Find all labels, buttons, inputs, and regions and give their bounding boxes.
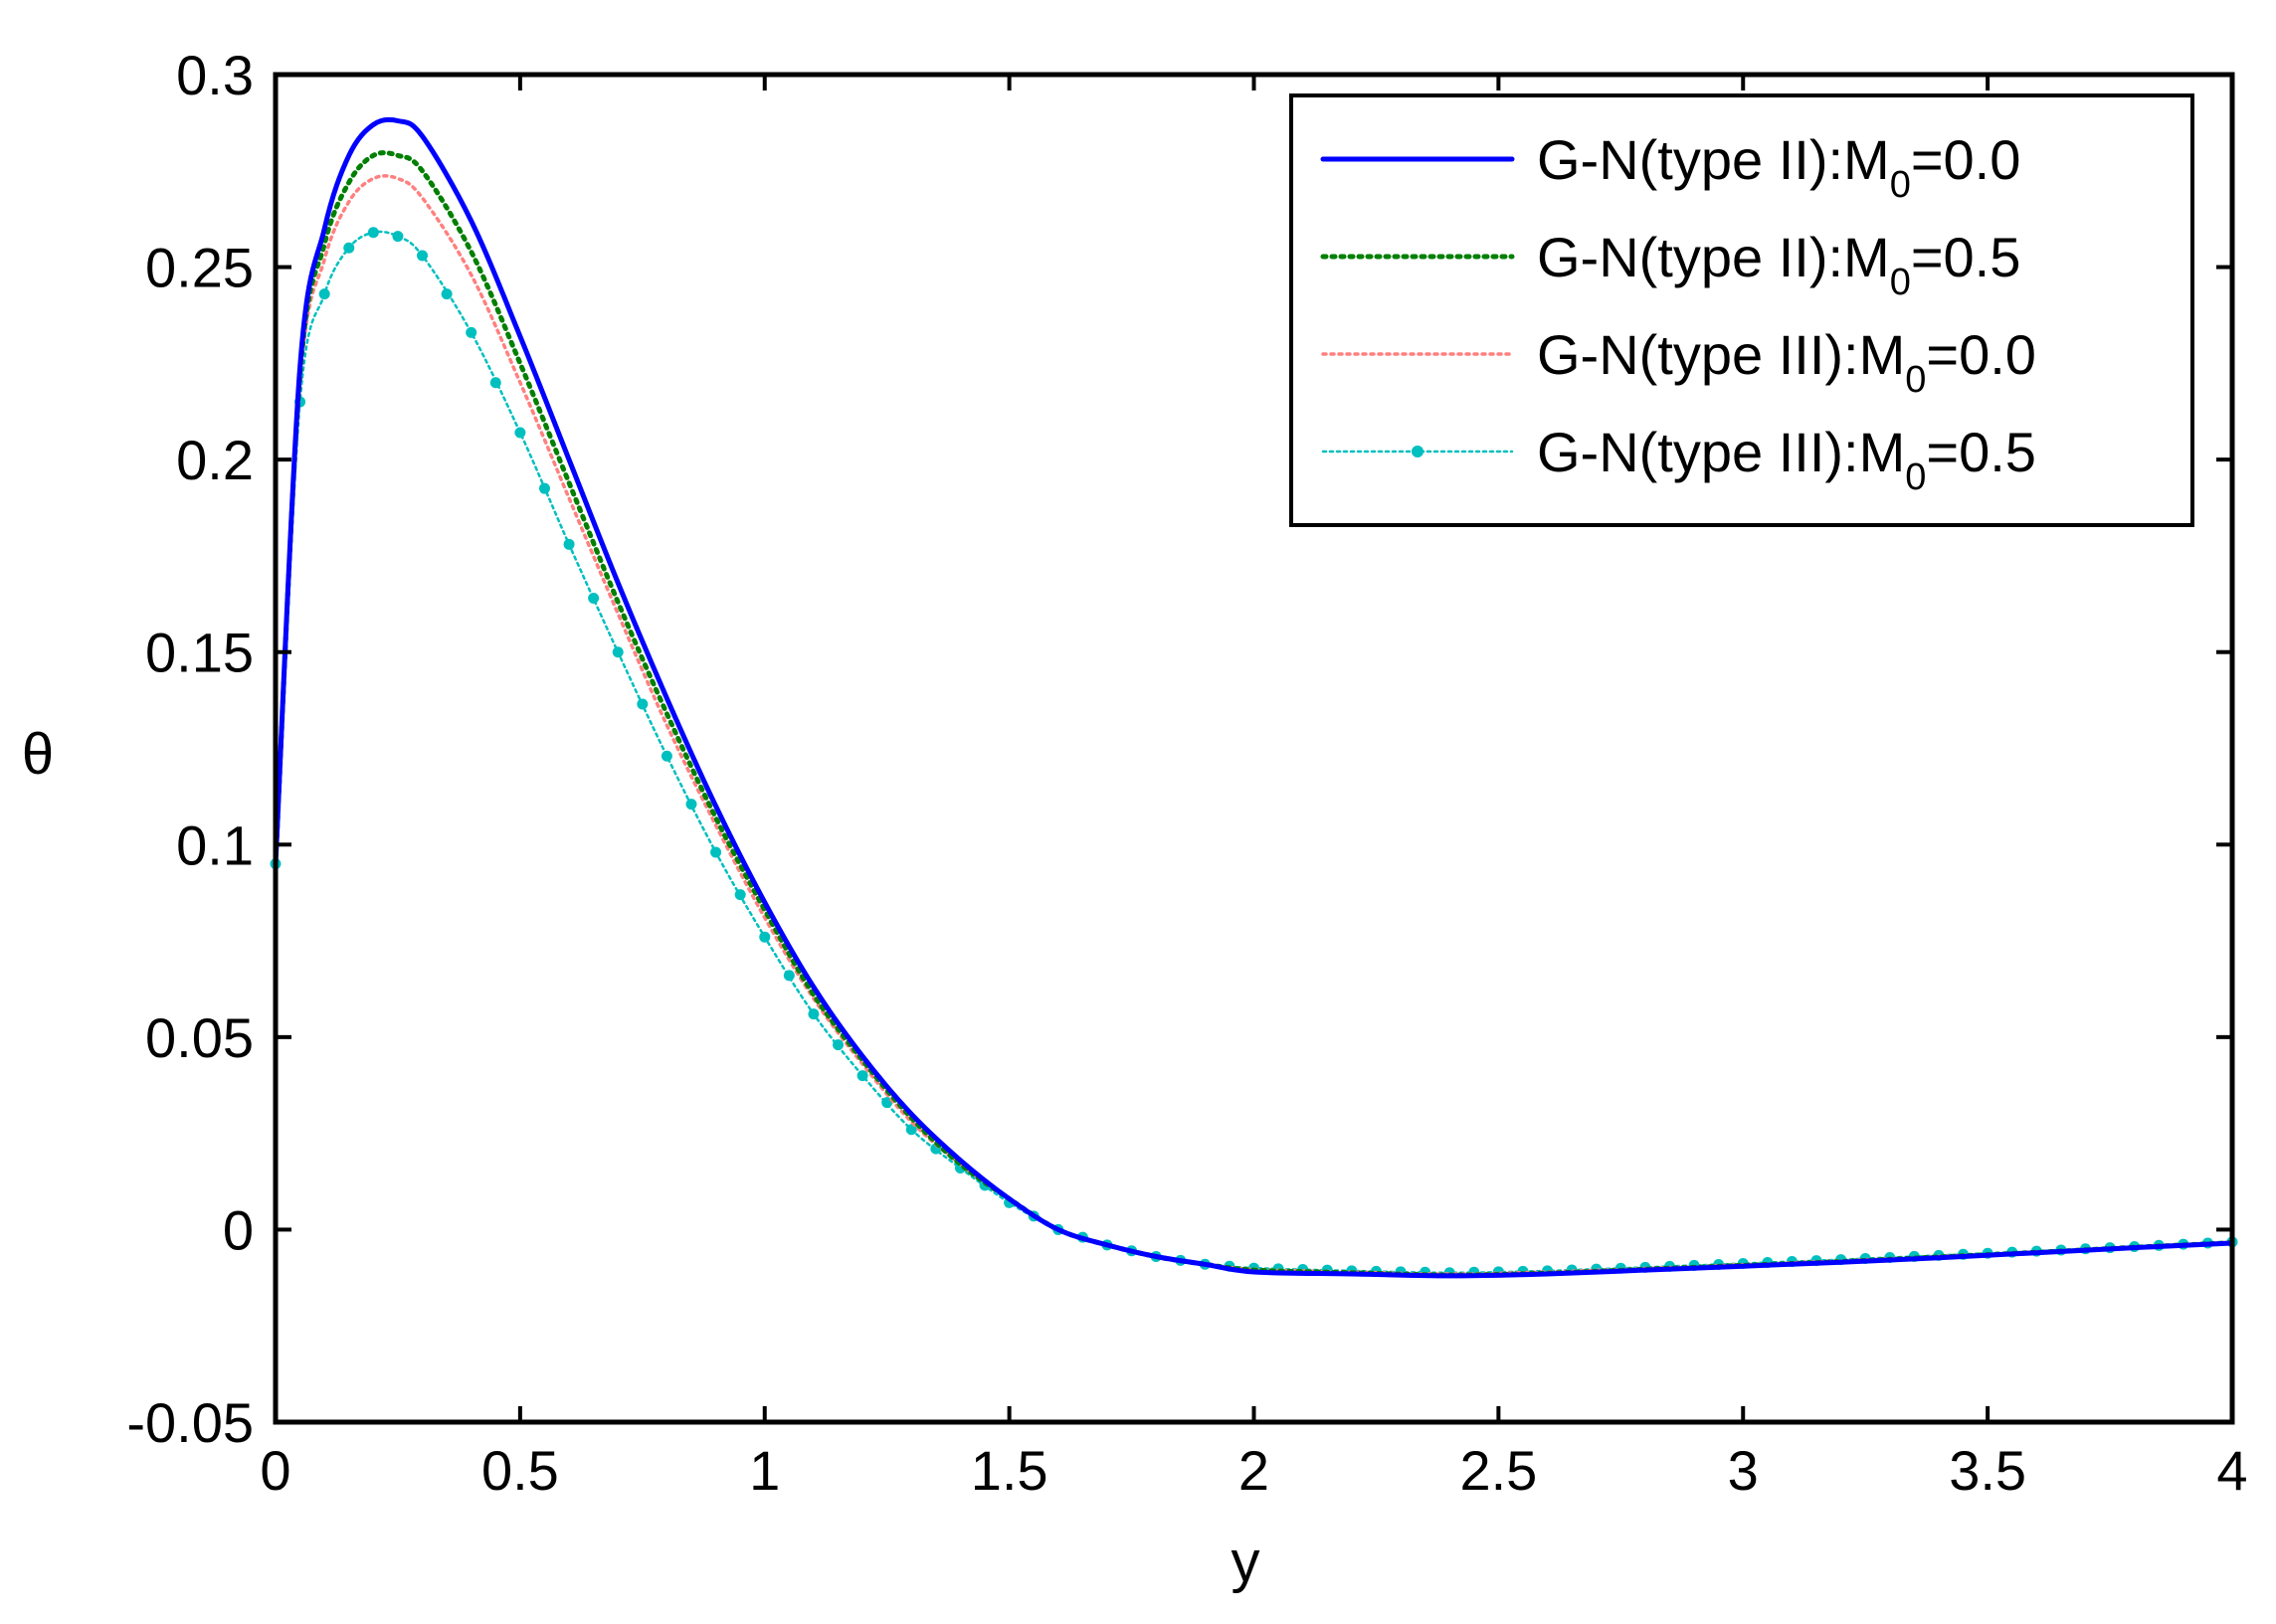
data-point-marker bbox=[905, 1124, 917, 1136]
legend-label-subscript: 0 bbox=[1890, 164, 1911, 206]
x-tick-label: 1 bbox=[749, 1439, 780, 1502]
legend-marker-4 bbox=[1412, 446, 1423, 457]
tick-labels-group: 0 0.5 1 1.5 2 2.5 3 3.5 4-0.0500.050.10.150.20.2… bbox=[126, 44, 2247, 1502]
y-tick-label: 0.05 bbox=[145, 1006, 254, 1069]
legend-label-3: G-N(type III):M0=0.0 bbox=[1537, 323, 2036, 401]
y-tick-label: 0.2 bbox=[176, 429, 254, 491]
y-tick-label: 0.1 bbox=[176, 813, 254, 876]
x-tick-label: 2.5 bbox=[1459, 1439, 1537, 1502]
data-point-marker bbox=[856, 1070, 868, 1082]
y-tick-label: 0 bbox=[223, 1198, 254, 1261]
data-point-marker bbox=[661, 750, 672, 762]
data-point-marker bbox=[588, 593, 600, 605]
x-axis-label: y bbox=[1232, 1530, 1260, 1594]
data-point-marker bbox=[318, 288, 330, 300]
x-tick-label: 4 bbox=[2216, 1439, 2247, 1502]
data-point-marker bbox=[343, 242, 355, 254]
legend-box bbox=[1289, 93, 2194, 527]
y-tick-label: 0.15 bbox=[145, 622, 254, 684]
data-point-marker bbox=[538, 482, 550, 494]
data-point-marker bbox=[710, 846, 722, 858]
data-point-marker bbox=[417, 250, 429, 262]
data-point-marker bbox=[441, 288, 453, 300]
data-point-marker bbox=[734, 889, 746, 901]
legend-label-subscript: 0 bbox=[1905, 359, 1926, 401]
data-point-marker bbox=[489, 377, 501, 389]
data-point-marker bbox=[833, 1039, 845, 1051]
data-point-marker bbox=[637, 698, 649, 710]
y-tick-label: 0.3 bbox=[176, 44, 254, 106]
x-tick-label: 3.5 bbox=[1949, 1439, 2026, 1502]
y-tick-label: 0.25 bbox=[145, 237, 254, 299]
legend-label-tail: =0.5 bbox=[1926, 421, 2036, 483]
legend-label-tail: =0.5 bbox=[1911, 226, 2021, 288]
legend-label-main: G-N(type II):M bbox=[1537, 226, 1890, 288]
legend-label-1: G-N(type II):M0=0.0 bbox=[1537, 128, 2020, 206]
x-tick-label: 0.5 bbox=[481, 1439, 559, 1502]
x-tick-label: 1.5 bbox=[971, 1439, 1048, 1502]
legend-label-tail: =0.0 bbox=[1926, 323, 2036, 386]
legend-label-subscript: 0 bbox=[1905, 456, 1926, 498]
series-line-1 bbox=[273, 116, 2235, 1279]
data-point-marker bbox=[563, 538, 575, 550]
data-point-marker bbox=[466, 326, 477, 338]
x-tick-label: 3 bbox=[1728, 1439, 1759, 1502]
plot-series-group bbox=[270, 116, 2238, 1279]
legend-label-4: G-N(type III):M0=0.5 bbox=[1537, 421, 2036, 498]
data-point-marker bbox=[783, 970, 795, 982]
y-tick-label: -0.05 bbox=[126, 1391, 254, 1454]
data-point-marker bbox=[759, 931, 771, 943]
legend-label-tail: =0.0 bbox=[1911, 128, 2021, 191]
x-tick-label: 0 bbox=[260, 1439, 290, 1502]
data-point-marker bbox=[808, 1008, 820, 1020]
legend-label-2: G-N(type II):M0=0.5 bbox=[1537, 226, 2020, 303]
legend-label-subscript: 0 bbox=[1890, 262, 1911, 303]
legend-label-main: G-N(type III):M bbox=[1537, 323, 1905, 386]
data-point-marker bbox=[612, 646, 624, 658]
axis-ticks-group bbox=[274, 73, 2234, 1424]
data-point-marker bbox=[685, 799, 697, 811]
legend-label-main: G-N(type II):M bbox=[1537, 128, 1890, 191]
x-tick-label: 2 bbox=[1238, 1439, 1269, 1502]
y-axis-label: θ bbox=[22, 722, 54, 787]
data-point-marker bbox=[392, 231, 404, 243]
data-point-marker bbox=[514, 427, 526, 439]
legend-label-main: G-N(type III):M bbox=[1537, 421, 1905, 483]
data-point-marker bbox=[367, 227, 379, 239]
legend: G-N(type II):M0=0.0G-N(type II):M0=0.5G-… bbox=[1289, 93, 2194, 527]
